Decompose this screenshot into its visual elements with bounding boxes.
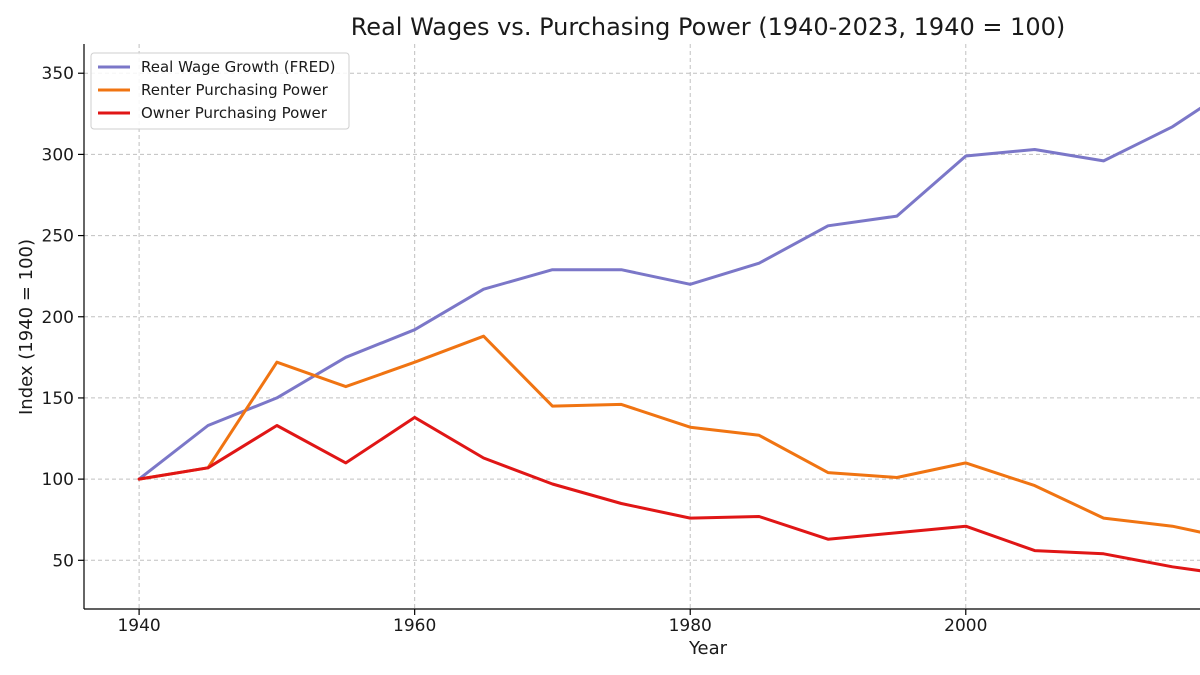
axes: 1940 1960 1980 2000 50 100 150 200 250 300 350 <box>42 44 1200 636</box>
x-axis-label: Year <box>688 638 728 659</box>
y-tick-label: 100 <box>42 470 74 490</box>
legend-label-3: Owner Purchasing Power <box>141 104 328 122</box>
y-tick-label: 300 <box>42 145 74 165</box>
y-axis-label: Index (1940 = 100) <box>16 239 37 415</box>
series-line-1 <box>137 106 1200 481</box>
x-tick-label: 1980 <box>669 616 712 636</box>
x-tick-label: 1940 <box>117 616 160 636</box>
y-tick-label: 50 <box>52 551 74 571</box>
y-tick-label: 250 <box>42 227 74 247</box>
series-layer <box>137 106 1200 573</box>
y-tick-label: 150 <box>42 389 74 409</box>
y-tick-label: 350 <box>42 64 74 84</box>
x-tick-label: 2000 <box>944 616 987 636</box>
y-tick-label: 200 <box>42 308 74 328</box>
legend-frame <box>90 52 350 130</box>
series-line-2 <box>137 334 1200 534</box>
legend: Real Wage Growth (FRED) Renter Purchasing… <box>90 52 350 130</box>
x-tick-label: 1960 <box>393 616 436 636</box>
legend-label-2: Renter Purchasing Power <box>141 81 329 99</box>
chart-title: Real Wages vs. Purchasing Power (1940-20… <box>351 13 1066 41</box>
series-line-3 <box>137 415 1200 573</box>
legend-label-1: Real Wage Growth (FRED) <box>141 58 336 76</box>
